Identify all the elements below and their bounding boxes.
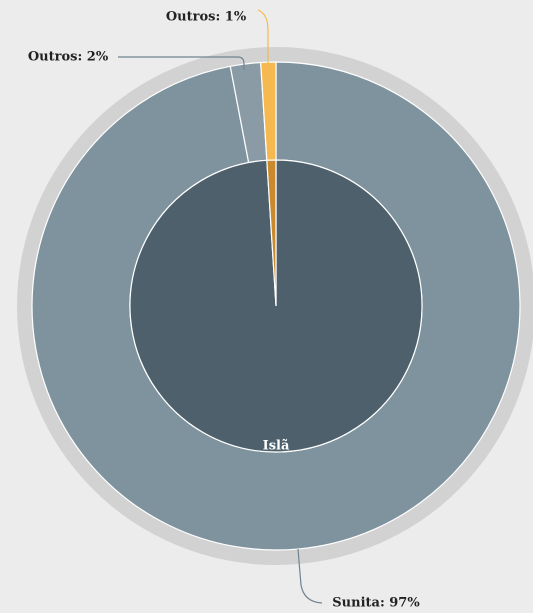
- value-label: Outros: 1%: [166, 10, 247, 25]
- category-label: Islã: [263, 439, 290, 454]
- chart: Sunita: 97% Outros: 2% Outros: 1% Islã: [0, 0, 533, 613]
- value-label: Sunita: 97%: [332, 596, 420, 611]
- value-label: Outros: 2%: [28, 50, 109, 65]
